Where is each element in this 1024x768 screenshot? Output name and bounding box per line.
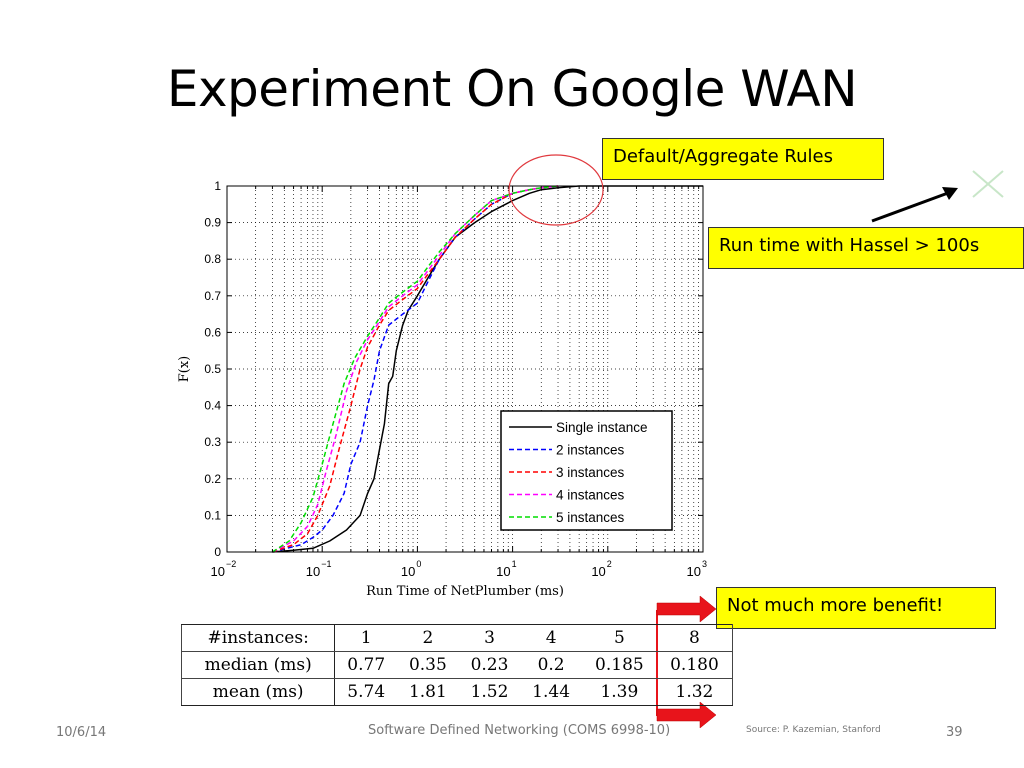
table-cell: 1.39 <box>581 678 657 706</box>
x-tick-label: 10 −2 <box>211 559 237 579</box>
table-cell: 0.180 <box>656 651 733 679</box>
page-number: 39 <box>946 725 963 740</box>
x-tick-label: 10 −1 <box>306 559 332 579</box>
callout-benefit: Not much more benefit! <box>716 587 996 629</box>
table-cell: 4 <box>520 624 582 652</box>
y-tick-label: 0.2 <box>204 472 221 486</box>
callout-default-rules: Default/Aggregate Rules <box>602 138 884 180</box>
instances-table: #instances: 1 2 3 4 5 8 median (ms) 0.77… <box>180 624 733 706</box>
x-tick-label: 10 1 <box>496 559 516 579</box>
table-cell: 1 <box>334 624 398 652</box>
footer-date: 10/6/14 <box>56 725 107 740</box>
legend-item: 3 instances <box>509 465 625 480</box>
footer-course: Software Defined Networking (COMS 6998-1… <box>368 723 671 738</box>
table-cell: 0.77 <box>334 651 398 679</box>
table-row-label: #instances: <box>180 624 336 652</box>
table-cell: 1.44 <box>520 678 582 706</box>
x-tick-exponent: 3 <box>702 559 707 569</box>
black-arrow-shaft <box>871 191 949 223</box>
x-tick-exponent: 0 <box>416 559 421 569</box>
table-cell: 0.35 <box>397 651 459 679</box>
table-cell: 0.23 <box>458 651 521 679</box>
legend-label: Single instance <box>556 420 648 435</box>
legend: Single instance 2 instances 3 instances 4 i… <box>500 410 673 531</box>
x-tick-base: 10 <box>306 564 320 579</box>
table-cell: 8 <box>656 624 733 652</box>
x-tick-exponent: −1 <box>321 559 331 569</box>
x-tick-label: 10 0 <box>401 559 421 579</box>
legend-label: 3 instances <box>556 465 625 480</box>
slide-title: Experiment On Google WAN <box>166 60 858 118</box>
x-tick-exponent: 1 <box>512 559 517 569</box>
table-cell: 0.2 <box>520 651 582 679</box>
y-axis-label: F(x) <box>177 356 192 383</box>
table-row: #instances: 1 2 3 4 5 8 <box>180 624 733 652</box>
table-cell: 5 <box>581 624 657 652</box>
legend-box <box>500 410 673 531</box>
legend-label: 4 instances <box>556 488 625 503</box>
black-arrow-head <box>942 187 958 200</box>
legend-item: 4 instances <box>509 488 625 503</box>
table-cell: 5.74 <box>334 678 398 706</box>
legend-item: 5 instances <box>509 510 625 525</box>
x-tick-label: 10 2 <box>591 559 611 579</box>
x-tick-base: 10 <box>211 564 225 579</box>
x-tick-base: 10 <box>496 564 510 579</box>
y-tick-label: 0.5 <box>204 362 221 376</box>
x-mark-icon <box>972 170 1004 198</box>
y-tick-label: 0.6 <box>204 325 221 339</box>
series-lines <box>271 185 703 553</box>
series-line-4 <box>272 185 559 553</box>
x-tick-label: 10 3 <box>687 559 707 579</box>
y-tick-label: 0 <box>214 545 221 559</box>
table-row: mean (ms) 5.74 1.81 1.52 1.44 1.39 1.32 <box>180 678 733 706</box>
y-tick-label: 0.9 <box>204 216 221 230</box>
table-cell: 1.52 <box>458 678 521 706</box>
y-tick-label: 0.3 <box>204 435 221 449</box>
red-arrow-bottom <box>656 701 717 729</box>
table-row-label: mean (ms) <box>180 678 336 706</box>
legend-label: 2 instances <box>556 443 625 458</box>
x-tick-base: 10 <box>591 564 605 579</box>
table-cell: 1.32 <box>656 678 733 706</box>
y-tick-label: 1 <box>214 179 221 193</box>
highlight-circle <box>508 154 604 226</box>
legend-item: Single instance <box>509 420 648 435</box>
y-tick-label: 0.1 <box>204 508 221 522</box>
x-tick-base: 10 <box>687 564 701 579</box>
series-line-5 <box>271 185 559 553</box>
x-tick-base: 10 <box>401 564 415 579</box>
footer-source: Source: P. Kazemian, Stanford <box>746 725 881 735</box>
table-cell: 0.185 <box>581 651 657 679</box>
legend-label: 5 instances <box>556 510 625 525</box>
x-tick-exponent: −2 <box>226 559 236 569</box>
x-tick-exponent: 2 <box>607 559 612 569</box>
series-line-1 <box>272 185 703 553</box>
table-cell: 1.81 <box>397 678 459 706</box>
y-tick-label: 0.7 <box>204 289 221 303</box>
y-tick-label: 0.4 <box>204 399 221 413</box>
y-tick-label: 0.8 <box>204 252 221 266</box>
table-cell: 2 <box>397 624 459 652</box>
table-cell: 3 <box>458 624 521 652</box>
red-arrow-top <box>656 595 717 623</box>
table-row: median (ms) 0.77 0.35 0.23 0.2 0.185 0.1… <box>180 651 733 679</box>
x-axis-label: Run Time of NetPlumber (ms) <box>366 584 564 599</box>
series-line-3 <box>272 185 559 553</box>
table-row-label: median (ms) <box>180 651 336 679</box>
legend-item: 2 instances <box>509 443 625 458</box>
callout-hassel-runtime: Run time with Hassel > 100s <box>708 227 1024 269</box>
